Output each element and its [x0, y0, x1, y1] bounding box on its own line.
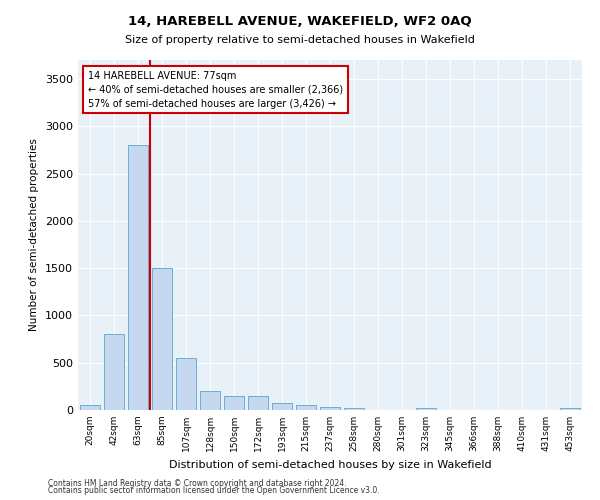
Bar [296, 406, 316, 410]
Bar [104, 334, 124, 410]
Bar [560, 408, 580, 410]
Text: Contains public sector information licensed under the Open Government Licence v3: Contains public sector information licen… [48, 486, 380, 495]
Bar [248, 396, 268, 410]
Bar [152, 268, 172, 410]
Bar [272, 403, 292, 410]
Bar [224, 396, 244, 410]
Bar [320, 407, 340, 410]
Text: 14 HAREBELL AVENUE: 77sqm
← 40% of semi-detached houses are smaller (2,366)
57% : 14 HAREBELL AVENUE: 77sqm ← 40% of semi-… [88, 70, 343, 108]
Bar [344, 408, 364, 410]
Text: 14, HAREBELL AVENUE, WAKEFIELD, WF2 0AQ: 14, HAREBELL AVENUE, WAKEFIELD, WF2 0AQ [128, 15, 472, 28]
Bar [128, 145, 148, 410]
X-axis label: Distribution of semi-detached houses by size in Wakefield: Distribution of semi-detached houses by … [169, 460, 491, 469]
Text: Contains HM Land Registry data © Crown copyright and database right 2024.: Contains HM Land Registry data © Crown c… [48, 478, 347, 488]
Text: Size of property relative to semi-detached houses in Wakefield: Size of property relative to semi-detach… [125, 35, 475, 45]
Bar [416, 408, 436, 410]
Y-axis label: Number of semi-detached properties: Number of semi-detached properties [29, 138, 40, 332]
Bar [200, 391, 220, 410]
Bar [80, 406, 100, 410]
Bar [176, 358, 196, 410]
